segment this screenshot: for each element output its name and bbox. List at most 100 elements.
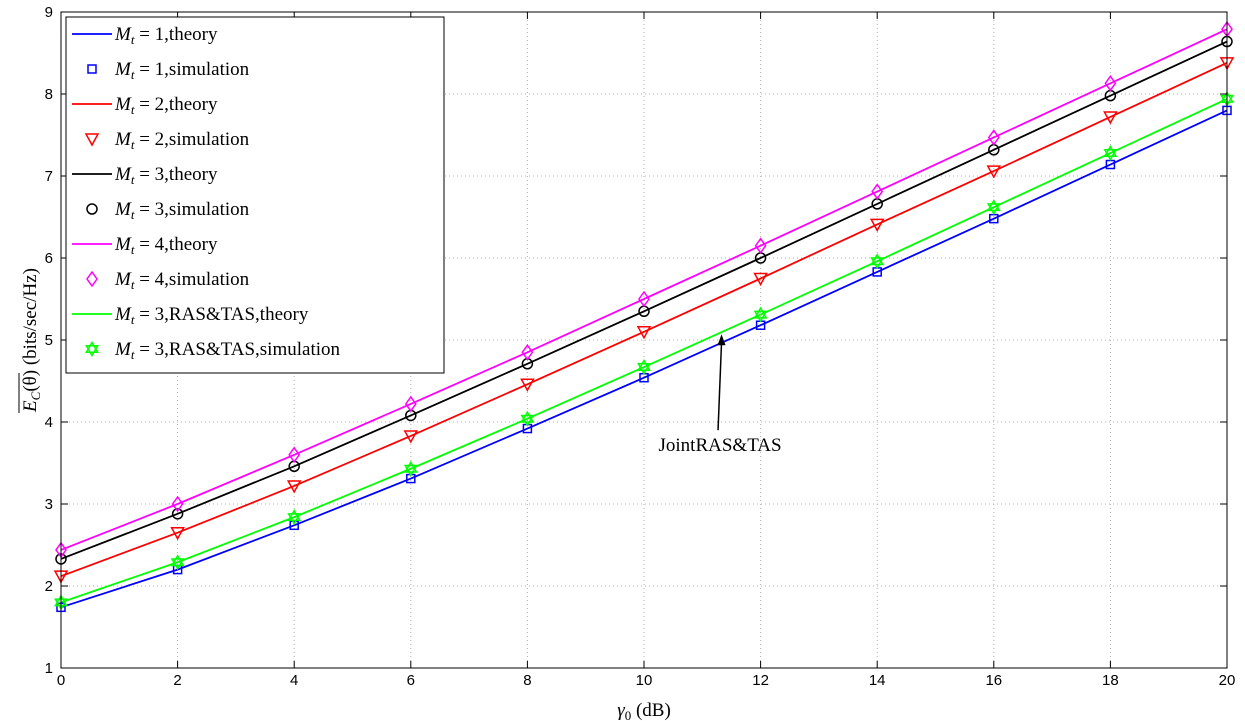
y-tick-label-0: 1 (45, 660, 53, 677)
y-axis-symbol: E (20, 400, 41, 413)
data-point-9-4 (520, 410, 535, 427)
data-point-3-3 (403, 430, 419, 444)
legend-swatch-5 (86, 203, 98, 215)
x-tick-label-9: 18 (1102, 672, 1119, 689)
axis-labels: γ0 (dB) EC(θ) (bits/sec/Hz) (18, 268, 671, 721)
series-line-8 (60, 98, 1228, 604)
data-point-9-8 (986, 199, 1001, 216)
data-point-1-2 (289, 520, 299, 531)
data-point-3-5 (636, 326, 652, 340)
legend-entry-6: Mt = 4,theory (72, 234, 218, 257)
legend: Mt = 1,theory Mt = 1,simulation Mt = 2,the… (65, 16, 445, 374)
data-point-7-8 (987, 129, 1000, 146)
y-tick-label-1: 2 (45, 578, 53, 595)
legend-entry-9: Mt = 3,RAS&TAS,simulation (85, 339, 341, 362)
series-markers-9 (54, 90, 1234, 611)
y-tick-label-4: 5 (45, 332, 53, 349)
series-markers-7 (55, 20, 1233, 559)
series-line-6 (60, 28, 1228, 551)
y-tick-label-3: 4 (45, 414, 53, 431)
x-tick-label-7: 14 (869, 672, 886, 689)
data-point-9-5 (637, 359, 651, 376)
data-point-3-6 (753, 272, 768, 287)
annotation-layer: JointRAS&TAS (659, 334, 782, 456)
data-point-9-6 (753, 306, 768, 323)
y-tick-label-8: 9 (45, 4, 53, 21)
legend-entry-0: Mt = 1,theory (72, 24, 218, 47)
y-axis-unit: (bits/sec/Hz) (20, 268, 41, 370)
data-point-9-2 (287, 509, 302, 526)
data-point-7-5 (638, 290, 650, 308)
data-point-7-6 (754, 237, 767, 254)
data-point-3-9 (1103, 111, 1118, 125)
legend-entry-4: Mt = 3,theory (72, 164, 218, 187)
legend-label-4: Mt = 3,theory (114, 164, 218, 187)
x-tick-label-5: 10 (636, 672, 653, 689)
series-line-2 (60, 62, 1228, 578)
legend-swatch-9 (85, 341, 99, 357)
y-tick-label-2: 3 (45, 496, 53, 513)
legend-entry-5: Mt = 3,simulation (86, 199, 250, 222)
data-point-3-1 (170, 526, 185, 541)
legend-label-2: Mt = 2,theory (114, 94, 218, 117)
data-point-7-2 (288, 446, 301, 464)
legend-entry-1: Mt = 1,simulation (87, 59, 250, 82)
x-tick-label-4: 8 (523, 672, 531, 689)
legend-swatch-1 (87, 64, 97, 74)
x-tick-label-8: 16 (985, 672, 1002, 689)
legend-swatch-7 (86, 270, 98, 288)
x-tick-label-3: 6 (407, 672, 415, 689)
data-point-5-1 (171, 508, 184, 520)
data-point-3-4 (520, 378, 535, 392)
legend-label-7: Mt = 4,simulation (114, 269, 250, 292)
series-line-0 (60, 109, 1228, 609)
legend-label-5: Mt = 3,simulation (114, 199, 250, 222)
legend-entry-7: Mt = 4,simulation (86, 269, 250, 292)
data-point-9-9 (1103, 145, 1118, 162)
data-point-9-1 (170, 554, 185, 571)
x-axis-unit: (dB) (631, 700, 671, 721)
legend-swatch-3 (84, 133, 100, 147)
data-point-3-8 (986, 165, 1002, 179)
data-point-7-3 (404, 395, 417, 413)
data-point-3-7 (869, 218, 885, 232)
legend-label-9: Mt = 3,RAS&TAS,simulation (114, 339, 341, 362)
legend-label-3: Mt = 2,simulation (114, 129, 250, 152)
x-tick-label-10: 20 (1219, 672, 1236, 689)
legend-label-6: Mt = 4,theory (114, 234, 218, 257)
data-point-7-4 (521, 344, 534, 361)
y-axis-arg: (θ) (20, 370, 41, 392)
data-point-7-9 (1104, 75, 1117, 92)
x-tick-label-1: 2 (173, 672, 181, 689)
x-tick-label-6: 12 (752, 672, 769, 689)
data-point-7-7 (871, 183, 884, 200)
y-tick-label-7: 8 (45, 86, 53, 103)
legend-entry-2: Mt = 2,theory (72, 94, 218, 117)
x-tick-label-0: 0 (57, 672, 65, 689)
y-axis-label: EC(θ) (bits/sec/Hz) (18, 268, 43, 413)
data-point-3-2 (286, 480, 302, 494)
series-line-4 (60, 40, 1228, 560)
annotation-arrow-0 (717, 342, 723, 431)
legend-entry-3: Mt = 2,simulation (84, 129, 250, 152)
x-axis-subscript: 0 (625, 708, 632, 721)
annotation-text-0: JointRAS&TAS (659, 435, 782, 456)
legend-box (65, 16, 445, 374)
x-tick-label-2: 4 (290, 672, 298, 689)
data-point-7-1 (171, 495, 184, 513)
data-point-9-7 (870, 253, 885, 270)
plot-lines (60, 28, 1228, 609)
annotation-arrowhead-0 (717, 334, 726, 346)
legend-label-8: Mt = 3,RAS&TAS,theory (114, 304, 309, 327)
x-axis-label: γ0 (dB) (617, 700, 671, 721)
legend-entry-8: Mt = 3,RAS&TAS,theory (72, 304, 309, 327)
y-tick-label-6: 7 (45, 168, 53, 185)
y-axis-label-text: EC(θ) (bits/sec/Hz) (20, 268, 43, 413)
x-axis-symbol: γ (617, 700, 625, 721)
y-tick-label-5: 6 (45, 250, 53, 267)
y-axis-subscript: C (28, 391, 43, 400)
data-point-9-3 (403, 460, 418, 477)
legend-label-1: Mt = 1,simulation (114, 59, 250, 82)
